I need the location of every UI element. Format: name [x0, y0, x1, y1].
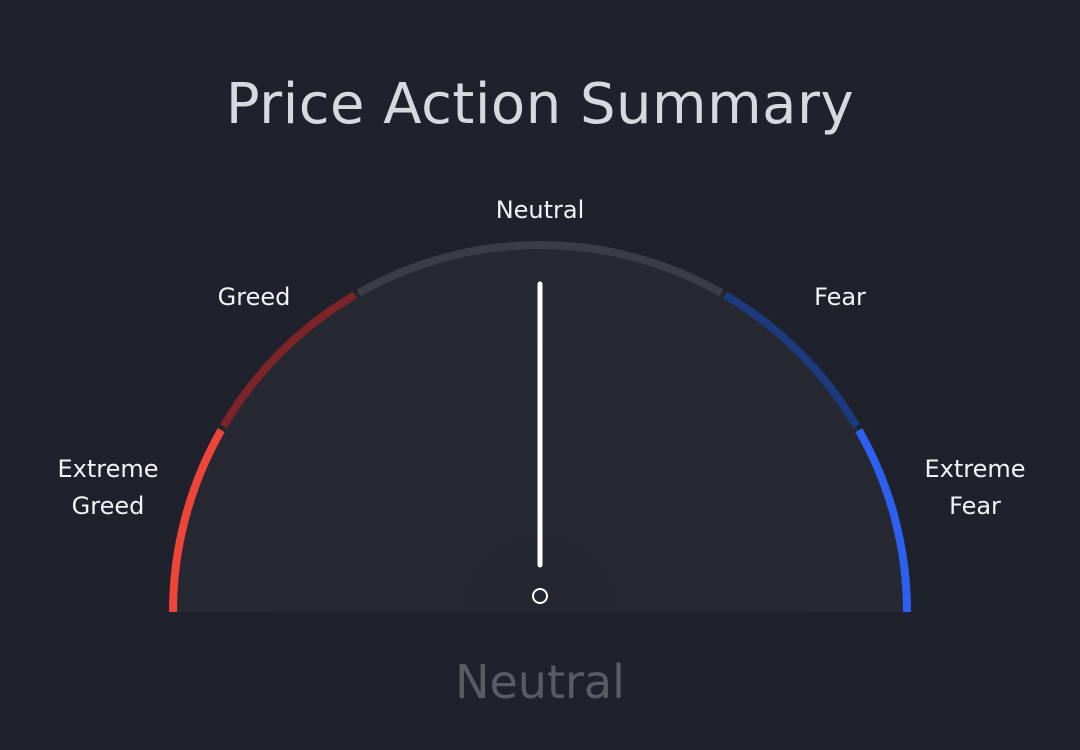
gauge-value-label: Neutral [455, 655, 625, 709]
zone-label-extreme-fear: Extreme Fear [924, 455, 1026, 520]
zone-label-extreme-greed: Extreme Greed [57, 455, 159, 520]
needle-pivot [532, 588, 548, 604]
zone-arc-greed [220, 291, 357, 429]
zone-label-neutral: Neutral [495, 196, 585, 224]
zone-label-fear: Fear [814, 283, 866, 311]
zone-arc-fear [723, 291, 860, 429]
zone-arc-extreme-fear [855, 428, 911, 613]
chart-title: Price Action Summary [225, 72, 855, 137]
zone-arc-extreme-greed [169, 428, 225, 613]
zone-arc-neutral [356, 241, 724, 297]
zone-label-greed: Greed [217, 283, 291, 311]
